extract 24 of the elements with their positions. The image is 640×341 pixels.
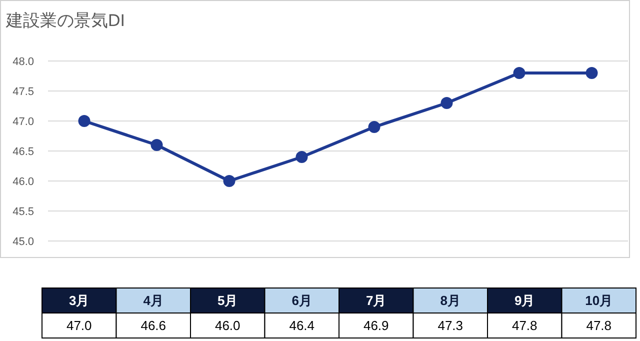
ytick: 48.0 bbox=[12, 56, 34, 68]
value-label: 46.4 bbox=[289, 318, 315, 333]
value-label: 47.8 bbox=[586, 318, 612, 333]
ytick: 46.0 bbox=[12, 176, 34, 188]
category: 6月 bbox=[292, 293, 312, 308]
ytick: 46.5 bbox=[12, 146, 34, 158]
ytick: 47.0 bbox=[12, 116, 34, 128]
category: 9月 bbox=[514, 293, 535, 308]
category: 10月 bbox=[585, 293, 613, 308]
category: 7月 bbox=[366, 293, 386, 308]
ytick: 47.5 bbox=[12, 86, 34, 98]
category: 4月 bbox=[143, 293, 164, 308]
value-label: 46.0 bbox=[214, 318, 240, 333]
ytick: 45.5 bbox=[12, 206, 34, 218]
category: 5月 bbox=[218, 293, 238, 308]
value-label: 47.3 bbox=[438, 318, 464, 333]
title: 建設業の景気DI bbox=[6, 11, 125, 30]
value-label: 46.9 bbox=[363, 318, 389, 333]
value-label: 47.0 bbox=[66, 318, 92, 333]
value-label: 47.8 bbox=[512, 318, 538, 333]
category: 3月 bbox=[69, 293, 90, 308]
ytick: 45.0 bbox=[12, 236, 34, 248]
category: 8月 bbox=[440, 293, 460, 308]
value-label: 46.6 bbox=[140, 318, 166, 333]
